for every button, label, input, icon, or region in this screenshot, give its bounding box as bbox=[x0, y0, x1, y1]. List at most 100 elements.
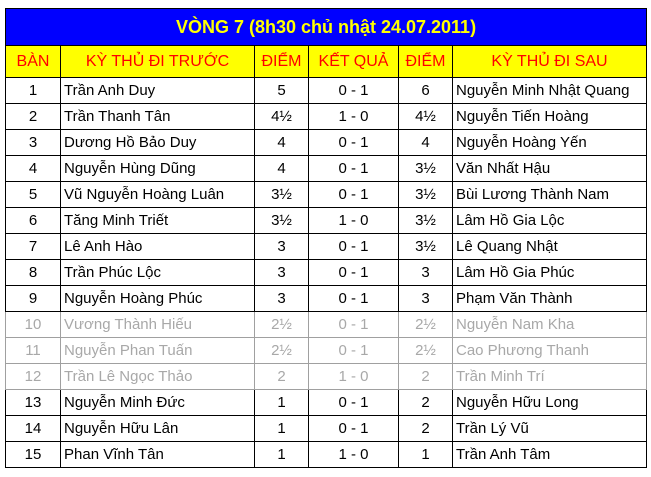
header-board: BÀN bbox=[5, 45, 61, 78]
black-player: Trần Lý Vũ bbox=[451, 415, 648, 442]
black-score: 2½ bbox=[398, 337, 453, 364]
header-black-player: KỲ THỦ ĐI SAU bbox=[451, 45, 648, 78]
white-score: 2½ bbox=[254, 311, 309, 338]
table-row: 12 Trần Lê Ngọc Thảo 2 1 - 0 2 Trần Minh Trí bbox=[5, 363, 648, 390]
black-player: Nguyễn Tiến Hoàng bbox=[451, 103, 648, 130]
table-row: 4 Nguyễn Hùng Dũng 4 0 - 1 3½ Văn Nhất Hậu bbox=[5, 155, 648, 182]
header-row: BÀN KỲ THỦ ĐI TRƯỚC ĐIỂM KẾT QUẢ ĐIỂM KỲ… bbox=[5, 45, 648, 78]
board-number: 4 bbox=[5, 155, 61, 182]
result: 0 - 1 bbox=[308, 77, 399, 104]
black-score: 2 bbox=[398, 415, 453, 442]
board-number: 7 bbox=[5, 233, 61, 260]
board-number: 15 bbox=[5, 441, 61, 468]
table-row: 8 Trần Phúc Lộc 3 0 - 1 3 Lâm Hồ Gia Phúc bbox=[5, 259, 648, 286]
black-player: Cao Phương Thanh bbox=[451, 337, 648, 364]
white-player: Trần Phúc Lộc bbox=[60, 259, 255, 286]
black-score: 3½ bbox=[398, 207, 453, 234]
table-row: 14 Nguyễn Hữu Lân 1 0 - 1 2 Trần Lý Vũ bbox=[5, 415, 648, 442]
black-player: Văn Nhất Hậu bbox=[451, 155, 648, 182]
black-player: Bùi Lương Thành Nam bbox=[451, 181, 648, 208]
table-row: 7 Lê Anh Hào 3 0 - 1 3½ Lê Quang Nhật bbox=[5, 233, 648, 260]
black-score: 4½ bbox=[398, 103, 453, 130]
white-score: 2 bbox=[254, 363, 309, 390]
white-score: 1 bbox=[254, 441, 309, 468]
table-row: 1 Trần Anh Duy 5 0 - 1 6 Nguyễn Minh Nhật Qua… bbox=[5, 77, 648, 104]
table-row: 13 Nguyễn Minh Đức 1 0 - 1 2 Nguyễn Hữu Long bbox=[5, 389, 648, 416]
result: 0 - 1 bbox=[308, 415, 399, 442]
board-number: 3 bbox=[5, 129, 61, 156]
table-row: 10 Vương Thành Hiếu 2½ 0 - 1 2½ Nguyễn Nam Kh… bbox=[5, 311, 648, 338]
board-number: 1 bbox=[5, 77, 61, 104]
result: 0 - 1 bbox=[308, 129, 399, 156]
round-title: VÒNG 7 (8h30 chủ nhật 24.07.2011) bbox=[4, 8, 648, 46]
board-number: 11 bbox=[5, 337, 61, 364]
white-player: Trần Anh Duy bbox=[60, 77, 255, 104]
black-score: 2 bbox=[398, 363, 453, 390]
black-player: Nguyễn Hoàng Yến bbox=[451, 129, 648, 156]
black-score: 2 bbox=[398, 389, 453, 416]
result: 1 - 0 bbox=[308, 363, 399, 390]
white-score: 3½ bbox=[254, 207, 309, 234]
black-player: Lâm Hồ Gia Lộc bbox=[451, 207, 648, 234]
white-player: Nguyễn Minh Đức bbox=[60, 389, 255, 416]
result: 1 - 0 bbox=[308, 207, 399, 234]
header-black-score: ĐIỂM bbox=[398, 45, 453, 78]
pairings-table: VÒNG 7 (8h30 chủ nhật 24.07.2011) BÀN KỲ… bbox=[4, 8, 648, 468]
white-player: Nguyễn Hoàng Phúc bbox=[60, 285, 255, 312]
white-score: 4½ bbox=[254, 103, 309, 130]
table-row: 15 Phan Vĩnh Tân 1 1 - 0 1 Trần Anh Tâm bbox=[5, 441, 648, 468]
result: 1 - 0 bbox=[308, 103, 399, 130]
white-player: Nguyễn Phan Tuấn bbox=[60, 337, 255, 364]
result: 0 - 1 bbox=[308, 259, 399, 286]
board-number: 14 bbox=[5, 415, 61, 442]
white-score: 2½ bbox=[254, 337, 309, 364]
header-white-player: KỲ THỦ ĐI TRƯỚC bbox=[60, 45, 255, 78]
white-player: Trần Lê Ngọc Thảo bbox=[60, 363, 255, 390]
black-player: Phạm Văn Thành bbox=[451, 285, 648, 312]
black-score: 2½ bbox=[398, 311, 453, 338]
black-player: Nguyễn Nam Kha bbox=[451, 311, 648, 338]
black-score: 1 bbox=[398, 441, 453, 468]
result: 0 - 1 bbox=[308, 389, 399, 416]
result: 1 - 0 bbox=[308, 441, 399, 468]
white-player: Vũ Nguyễn Hoàng Luân bbox=[60, 181, 255, 208]
white-score: 4 bbox=[254, 155, 309, 182]
white-player: Nguyễn Hữu Lân bbox=[60, 415, 255, 442]
board-number: 13 bbox=[5, 389, 61, 416]
white-score: 4 bbox=[254, 129, 309, 156]
white-score: 5 bbox=[254, 77, 309, 104]
white-score: 1 bbox=[254, 415, 309, 442]
black-player: Nguyễn Minh Nhật Quang bbox=[451, 77, 648, 104]
result: 0 - 1 bbox=[308, 181, 399, 208]
white-score: 3 bbox=[254, 259, 309, 286]
table-row: 9 Nguyễn Hoàng Phúc 3 0 - 1 3 Phạm Văn Thành bbox=[5, 285, 648, 312]
header-result: KẾT QUẢ bbox=[308, 45, 399, 78]
board-number: 10 bbox=[5, 311, 61, 338]
black-score: 4 bbox=[398, 129, 453, 156]
board-number: 2 bbox=[5, 103, 61, 130]
black-score: 3½ bbox=[398, 181, 453, 208]
black-player: Trần Anh Tâm bbox=[451, 441, 648, 468]
table-row: 6 Tăng Minh Triết 3½ 1 - 0 3½ Lâm Hồ Gia Lộc bbox=[5, 207, 648, 234]
title-row: VÒNG 7 (8h30 chủ nhật 24.07.2011) bbox=[4, 8, 648, 46]
black-player: Lê Quang Nhật bbox=[451, 233, 648, 260]
board-number: 8 bbox=[5, 259, 61, 286]
black-player: Nguyễn Hữu Long bbox=[451, 389, 648, 416]
white-score: 1 bbox=[254, 389, 309, 416]
board-number: 6 bbox=[5, 207, 61, 234]
result: 0 - 1 bbox=[308, 285, 399, 312]
white-player: Vương Thành Hiếu bbox=[60, 311, 255, 338]
table-row: 2 Trần Thanh Tân 4½ 1 - 0 4½ Nguyễn Tiến Hoàn… bbox=[5, 103, 648, 130]
result: 0 - 1 bbox=[308, 155, 399, 182]
result: 0 - 1 bbox=[308, 337, 399, 364]
white-player: Trần Thanh Tân bbox=[60, 103, 255, 130]
white-player: Nguyễn Hùng Dũng bbox=[60, 155, 255, 182]
black-player: Lâm Hồ Gia Phúc bbox=[451, 259, 648, 286]
board-number: 9 bbox=[5, 285, 61, 312]
result: 0 - 1 bbox=[308, 311, 399, 338]
white-player: Tăng Minh Triết bbox=[60, 207, 255, 234]
white-player: Phan Vĩnh Tân bbox=[60, 441, 255, 468]
board-number: 5 bbox=[5, 181, 61, 208]
white-score: 3 bbox=[254, 233, 309, 260]
white-score: 3½ bbox=[254, 181, 309, 208]
